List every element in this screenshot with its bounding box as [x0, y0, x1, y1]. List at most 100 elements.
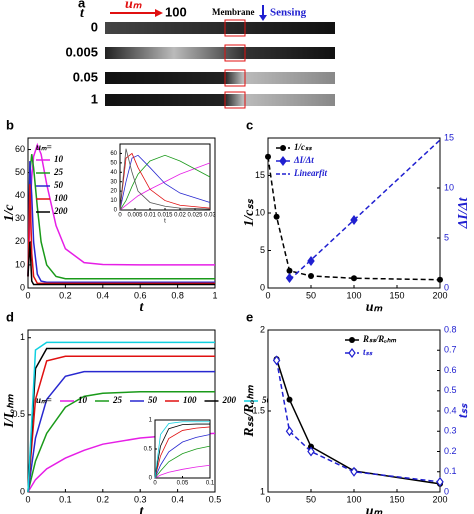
legend-label: 10 [54, 154, 64, 164]
y-tick-label: 20 [110, 189, 117, 195]
series-line [119, 148, 211, 211]
marker [436, 476, 444, 487]
y-tick-label: 1 [260, 486, 265, 496]
series-line [154, 445, 211, 479]
marker [437, 276, 443, 283]
panel-label: d [6, 309, 14, 324]
x-tick-label: 0 [25, 290, 30, 300]
x-tick-label: 0.5 [209, 494, 222, 504]
x-tick-label: 0.2 [59, 290, 72, 300]
y-tick-label: 0.1 [444, 466, 457, 476]
y-tick-label: 30 [110, 179, 117, 185]
x-tick-label: 0 [153, 481, 157, 487]
x-tick-label: 0.8 [171, 290, 184, 300]
membrane-box [224, 19, 246, 37]
x-tick-label: 0.6 [134, 290, 147, 300]
panel-label: e [246, 309, 253, 324]
strip [105, 47, 335, 59]
x-tick-label: 1 [212, 290, 217, 300]
y-tick-label: 30 [15, 213, 25, 223]
series-line [119, 152, 211, 211]
series-line [275, 360, 441, 483]
x-axis-label: uₘ [366, 504, 384, 514]
x-tick-label: 200 [432, 494, 447, 504]
x-tick-label: 0.01 [144, 213, 156, 219]
series-line [154, 426, 211, 479]
x-tick-label: 150 [389, 494, 404, 504]
y-tick-label: 10 [110, 198, 117, 204]
x-tick-label: 0 [265, 494, 270, 504]
x-axis-label: t [164, 219, 166, 225]
x-axis-label: uₘ [366, 300, 384, 315]
x-tick-label: 0.3 [134, 494, 147, 504]
membrane-box [224, 69, 246, 87]
x-tick-label: 0.2 [97, 494, 110, 504]
y-tick-label: 50 [110, 160, 117, 166]
marker [285, 426, 294, 437]
t-label: t [80, 6, 85, 21]
x-tick-label: 0 [25, 494, 30, 504]
legend-marker [348, 348, 356, 358]
panel-label: a [78, 0, 86, 10]
y-tick-label: 0 [444, 282, 449, 292]
series-line [27, 142, 215, 277]
strip [105, 94, 335, 106]
legend-label: 25 [112, 395, 123, 405]
series-line [119, 162, 211, 211]
x-tick-label: 0.015 [157, 213, 173, 219]
y-tick-label: 1 [149, 418, 153, 424]
plot-frame [267, 329, 441, 493]
strip [105, 72, 335, 84]
legend-label: ΔI/Δt [293, 155, 314, 165]
marker [286, 267, 293, 274]
x-tick-label: 0 [118, 213, 122, 219]
y-tick-label: 0.5 [12, 409, 25, 419]
strip [105, 22, 335, 34]
y-tick-label: 10 [15, 259, 25, 269]
legend-marker [280, 145, 286, 151]
legend-title: uₘ= [36, 142, 52, 152]
series-line [27, 355, 215, 493]
series-line [27, 154, 215, 280]
x-axis-label: t [140, 504, 145, 514]
x-tick-label: 0.05 [177, 481, 189, 487]
y-tick-label: 0 [444, 486, 449, 496]
y-axis-label: Rₛₛ/Rₒₕₘ [242, 384, 257, 438]
x-tick-label: 100 [346, 494, 361, 504]
legend-label: Rₛₛ/Rₒₕₘ [362, 334, 396, 344]
x-tick-label: 0.1 [59, 494, 72, 504]
panel-a: a t uₘ 100 Membrane Sensing 0 0.005 0.05… [65, 0, 335, 109]
series-line [154, 423, 210, 479]
y-tick-label: 0 [260, 282, 265, 292]
series-line [27, 184, 215, 285]
y-tick-label: 2 [260, 324, 265, 334]
y-tick-label: 0.5 [144, 447, 153, 453]
x-tick-label: 100 [346, 290, 361, 300]
x-tick-label: 0.1 [206, 481, 215, 487]
y-tick-label: 20 [15, 236, 25, 246]
legend-label: 100 [54, 193, 68, 203]
series-line [27, 241, 215, 286]
series-line [27, 347, 215, 493]
marker [265, 153, 271, 160]
x-tick-label: 0.4 [97, 290, 110, 300]
x-tick-label: 150 [389, 290, 404, 300]
y-tick-label: 0 [149, 476, 153, 482]
y-tick-label: 60 [110, 151, 117, 157]
legend-title: uₘ= [36, 395, 52, 405]
y-axis-label: I/Iₒₕₘ [2, 393, 17, 429]
y2-axis-label: tₛₛ [456, 403, 471, 418]
series-line [154, 421, 210, 479]
y-tick-label: 10 [255, 207, 265, 217]
x-tick-label: 200 [432, 290, 447, 300]
y-tick-label: 0.3 [444, 426, 457, 436]
y-tick-label: 50 [15, 167, 25, 177]
series-line [119, 154, 211, 211]
y2-axis-label: ΔI/Δt [456, 197, 471, 230]
x-tick-label: 0 [265, 290, 270, 300]
y-tick-label: 0.2 [444, 446, 457, 456]
x-axis-label: t [140, 300, 145, 315]
y-tick-label: 40 [110, 170, 117, 176]
marker [351, 275, 357, 282]
y-tick-label: 15 [255, 170, 265, 180]
